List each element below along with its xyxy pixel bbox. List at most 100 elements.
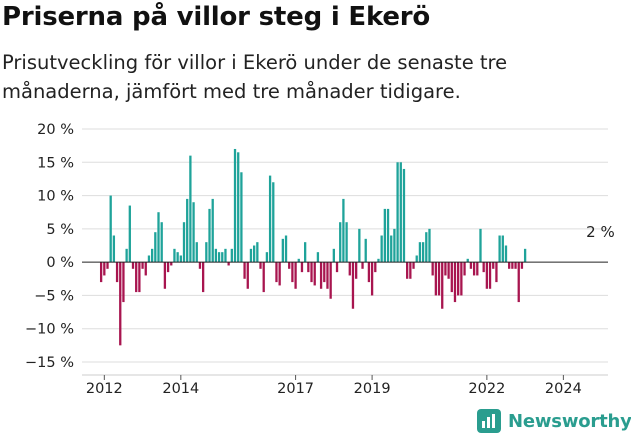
- bar: [469, 262, 473, 269]
- bar: [447, 262, 450, 279]
- bar: [386, 208, 390, 263]
- bar: [476, 262, 479, 276]
- bar: [492, 262, 495, 269]
- bar: [186, 198, 189, 263]
- bar: [329, 262, 332, 299]
- bar: [128, 205, 131, 263]
- bar: [450, 262, 453, 293]
- bar: [313, 262, 316, 286]
- y-tick-label: 20 %: [37, 122, 74, 138]
- bar: [300, 262, 304, 273]
- bar: [205, 242, 208, 263]
- brand-logo: Newsworthy: [476, 406, 631, 436]
- y-tick-label: 10 %: [37, 189, 74, 205]
- x-tick-label: 2019: [354, 381, 391, 397]
- bar: [434, 262, 438, 296]
- bar: [402, 168, 406, 263]
- bar: [316, 252, 320, 263]
- x-tick-label: 2014: [162, 381, 199, 397]
- bar: [498, 235, 501, 263]
- bar: [297, 258, 300, 263]
- bar: [208, 208, 211, 263]
- bar: [131, 262, 135, 269]
- bar: [355, 262, 358, 279]
- x-tick-label: 2022: [468, 381, 505, 397]
- bar: [482, 262, 485, 273]
- bar: [214, 248, 218, 263]
- bar: [332, 248, 335, 263]
- bar: [310, 262, 313, 283]
- annotation-label: 2 %: [586, 223, 615, 241]
- bar: [281, 238, 284, 263]
- bar: [390, 235, 393, 263]
- y-tick-label: 5 %: [46, 222, 74, 238]
- bar: [150, 248, 154, 263]
- y-tick-label: −5 %: [34, 288, 74, 304]
- bar: [284, 235, 288, 263]
- page-title: Priserna på villor steg i Ekerö: [2, 2, 431, 32]
- bar: [421, 242, 425, 263]
- x-tick-label: 2024: [545, 381, 582, 397]
- bar: [233, 148, 237, 263]
- y-tick-label: −15 %: [25, 355, 74, 371]
- bar: [160, 222, 163, 263]
- bar: [380, 235, 383, 263]
- bar: [262, 262, 265, 293]
- bar: [441, 262, 444, 309]
- bar: [135, 262, 138, 293]
- bar: [479, 228, 482, 263]
- bar: [192, 202, 195, 263]
- bar: [339, 222, 342, 263]
- bar: [198, 262, 202, 269]
- bar: [504, 245, 508, 263]
- bar: [170, 262, 173, 266]
- bar: [508, 262, 511, 269]
- bar: [485, 262, 489, 289]
- bar: [144, 262, 147, 276]
- y-tick-label: 0 %: [46, 255, 74, 271]
- x-tick-label: 2012: [86, 381, 123, 397]
- bar: [230, 248, 233, 263]
- bar: [103, 262, 106, 276]
- bar: [240, 172, 243, 263]
- bar: [437, 262, 441, 296]
- bar: [463, 262, 466, 276]
- x-tick-label: 2017: [277, 381, 314, 397]
- bar: [374, 262, 377, 273]
- bar: [393, 228, 396, 263]
- bar: [119, 262, 122, 346]
- bar: [259, 262, 262, 269]
- bar: [345, 222, 348, 263]
- bar: [425, 232, 428, 263]
- bar: [265, 252, 269, 263]
- bar: [221, 252, 224, 263]
- page-subtitle: Prisutveckling för villor i Ekerö under …: [2, 51, 508, 103]
- newsworthy-chart-icon: [477, 409, 501, 433]
- bar: [112, 235, 116, 263]
- gridlines: [82, 128, 608, 363]
- bar: [268, 175, 272, 263]
- bar: [227, 262, 230, 266]
- bar: [256, 242, 259, 263]
- bar: [253, 245, 256, 263]
- bar: [418, 242, 422, 263]
- bar: [294, 262, 297, 289]
- bar: [201, 262, 205, 293]
- bar: [99, 262, 103, 283]
- bar: [217, 252, 221, 263]
- bar: [138, 262, 141, 293]
- bar: [517, 262, 520, 303]
- bar: [399, 162, 402, 263]
- bar: [361, 262, 364, 269]
- y-tick-label: −10 %: [25, 322, 74, 338]
- bar: [511, 262, 514, 269]
- bar: [272, 182, 275, 263]
- bar: [406, 262, 409, 279]
- bar: [166, 262, 170, 273]
- bar: [179, 255, 182, 263]
- bar: [163, 262, 167, 289]
- bar: [444, 262, 447, 276]
- bar: [377, 258, 380, 263]
- bar: [189, 155, 192, 263]
- bar: [122, 262, 125, 303]
